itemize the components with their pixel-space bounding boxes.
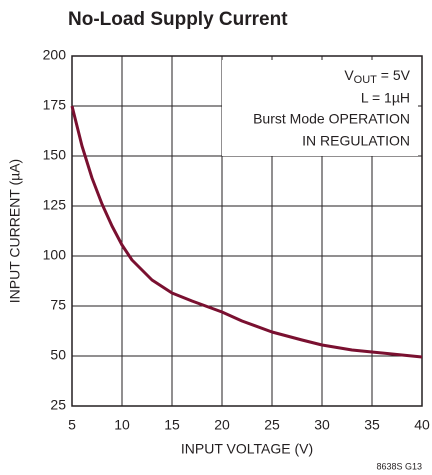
annotation-part: V [344,67,354,83]
x-tick-label: 25 [264,417,280,433]
x-tick-label: 30 [314,417,330,433]
y-tick-label: 125 [43,197,67,213]
y-tick-label: 100 [43,247,67,263]
y-tick-label: 50 [50,347,66,363]
x-tick-label: 20 [214,417,230,433]
x-tick-label: 5 [68,417,76,433]
annotation-part: OUT [354,74,378,86]
x-tick-label: 35 [364,417,380,433]
data-line [70,105,423,359]
y-tick-label: 175 [43,97,67,113]
annotation: Burst Mode OPERATION [253,111,410,127]
y-axis-label: INPUT CURRENT (µA) [7,159,23,303]
y-tick-label: 75 [50,297,66,313]
chart-title: No-Load Supply Current [68,9,288,30]
annotation: L = 1µH [361,90,410,106]
y-tick-label: 200 [43,47,67,63]
y-tick-label: 150 [43,147,67,163]
annotation: VOUT = 5V [344,67,410,86]
plot-frame [71,55,423,407]
x-axis-label: INPUT VOLTAGE (V) [181,441,313,457]
annotation: IN REGULATION [302,133,410,149]
y-tick-label: 25 [50,397,66,413]
footnote: 8638S G13 [376,461,422,471]
annotation-part: = 5V [377,67,411,83]
annotation-background [222,60,418,156]
x-tick-label: 10 [114,417,130,433]
x-tick-label: 40 [414,417,430,433]
x-tick-label: 15 [164,417,180,433]
